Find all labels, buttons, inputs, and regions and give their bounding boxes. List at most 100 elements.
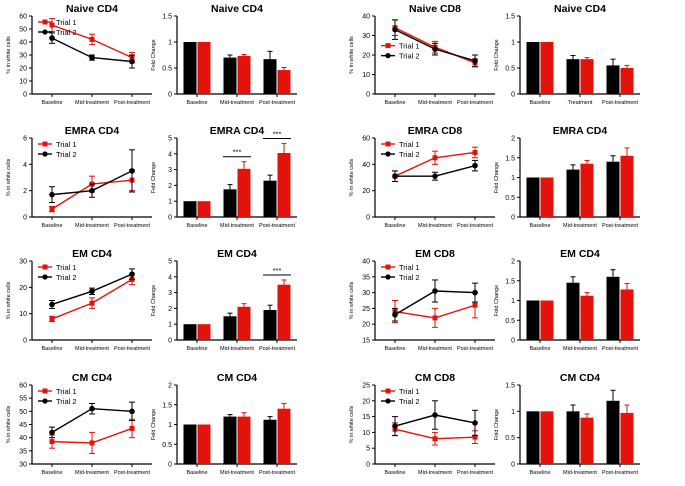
y-tick-label: 1	[168, 199, 172, 206]
data-point	[49, 22, 55, 28]
bar	[237, 56, 251, 94]
data-point	[129, 408, 135, 415]
data-point	[49, 316, 55, 322]
legend-label: Trial 2	[56, 397, 77, 406]
y-tick-label: 0.5	[162, 66, 172, 73]
data-point	[472, 149, 478, 155]
y-tick-label: 1.5	[505, 383, 515, 390]
y-tick-label: 1.5	[505, 278, 515, 285]
y-tick-label: 0	[511, 462, 515, 469]
legend-marker	[42, 388, 48, 394]
y-tick-label: 30	[19, 53, 27, 60]
y-tick-label: 0	[511, 92, 515, 99]
bar	[277, 284, 291, 340]
chart-panel-8: EM CD4 0 10 20 30 % in white cells Baseline Mid…	[6, 248, 152, 352]
legend-marker	[42, 264, 48, 270]
y-tick-label: 30	[19, 462, 27, 469]
data-point	[89, 54, 95, 61]
x-tick-label: Baseline	[384, 346, 405, 352]
chart-title: EMRA CD4	[553, 125, 608, 137]
chart-title: Naive CD4	[211, 3, 263, 15]
y-tick-label: 50	[19, 27, 27, 34]
significance-label: ***	[233, 148, 242, 157]
y-tick-label: 40	[362, 162, 370, 169]
legend-marker	[385, 264, 391, 270]
y-tick-label: 10	[362, 72, 370, 79]
chart-panel-4: EMRA CD4 0 2 4 6 % in white cells Baseline Mid-…	[6, 125, 152, 229]
bar	[263, 59, 277, 94]
y-tick-label: 0.5	[505, 435, 515, 442]
chart-title: CM CD8	[415, 372, 455, 384]
x-tick-label: Post-treatment	[602, 223, 639, 229]
data-point	[432, 155, 438, 161]
y-tick-label: 1.5	[162, 14, 172, 21]
y-tick-label: 0	[168, 462, 172, 469]
x-tick-label: Baseline	[41, 470, 62, 476]
y-tick-label: 4	[168, 274, 172, 281]
x-tick-label: Baseline	[529, 470, 550, 476]
x-tick-label: Mid-treatment	[75, 100, 109, 106]
x-tick-label: Mid-treatment	[220, 100, 254, 106]
legend-marker	[42, 398, 48, 404]
y-tick-label: 0	[23, 338, 27, 345]
y-tick-label: 40	[362, 259, 370, 266]
x-tick-label: Post-treatment	[114, 100, 151, 106]
y-tick-label: 1	[168, 40, 172, 47]
bar	[606, 276, 620, 340]
y-tick-label: 10	[19, 311, 27, 318]
x-tick-label: Baseline	[41, 346, 62, 352]
y-tick-label: 1.5	[505, 14, 515, 21]
y-axis-label: Fold Change	[494, 39, 500, 71]
y-tick-label: 0.5	[505, 318, 515, 325]
y-tick-label: 60	[362, 136, 370, 143]
data-point	[129, 425, 135, 431]
x-tick-label: Mid-treatment	[75, 223, 109, 229]
legend-label: Trial 1	[56, 263, 77, 272]
x-tick-label: Post-treatment	[114, 223, 151, 229]
y-tick-label: 2	[168, 306, 172, 313]
bar	[566, 282, 580, 340]
x-tick-label: Post-treatment	[457, 100, 494, 106]
y-tick-label: 20	[362, 322, 370, 329]
legend-label: Trial 1	[399, 42, 420, 51]
data-point	[89, 300, 95, 306]
data-point	[129, 168, 135, 174]
x-tick-label: Treatment	[568, 100, 593, 106]
y-tick-label: 1	[168, 422, 172, 429]
legend-marker	[385, 43, 391, 49]
legend-marker	[385, 274, 391, 280]
legend-label: Trial 2	[399, 397, 420, 406]
bar	[606, 400, 620, 464]
y-tick-label: 4	[168, 151, 172, 158]
y-tick-label: 30	[362, 290, 370, 297]
bar	[540, 42, 554, 94]
x-tick-label: Mid-treatment	[418, 470, 452, 476]
x-tick-label: Mid-treatment	[418, 346, 452, 352]
y-axis-label: % in white cells	[6, 281, 12, 319]
x-tick-label: Post-treatment	[114, 346, 151, 352]
x-tick-label: Mid-treatment	[418, 223, 452, 229]
chart-panel-6: EMRA CD8 0 20 40 60 % in white cells Baseline M…	[349, 125, 495, 229]
y-axis-label: Fold Change	[151, 39, 157, 71]
y-axis-label: % in white cells	[349, 405, 355, 443]
data-point	[49, 439, 55, 445]
y-axis-label: % in white cells	[6, 158, 12, 196]
data-point	[472, 162, 478, 169]
y-tick-label: 60	[19, 14, 27, 21]
bar	[526, 300, 540, 340]
bar	[183, 42, 197, 94]
y-tick-label: 35	[19, 448, 27, 455]
chart-title: EM CD4	[560, 248, 600, 260]
chart-title: EM CD4	[217, 248, 257, 260]
data-point	[472, 58, 478, 64]
y-tick-label: 25	[362, 383, 370, 390]
y-tick-label: 30	[19, 259, 27, 266]
chart-title: Naive CD4	[554, 3, 606, 15]
legend-label: Trial 1	[399, 140, 420, 149]
y-tick-label: 60	[19, 383, 27, 390]
x-tick-label: Post-treatment	[457, 470, 494, 476]
y-tick-label: 0.5	[505, 66, 515, 73]
data-point	[392, 423, 398, 429]
bar	[237, 306, 251, 340]
bar	[263, 309, 277, 340]
